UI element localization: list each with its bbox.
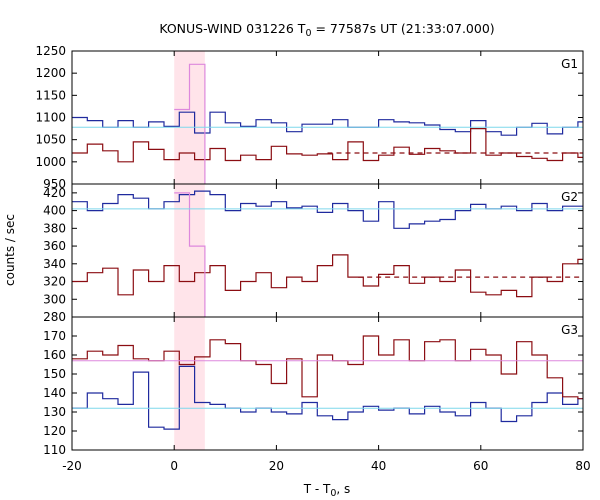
x-tick-labels: -20 0 20 40 60 80 [62,459,590,473]
x-tick-label: 80 [575,459,590,473]
series-red-histogram [72,254,583,298]
panel-g1: 950 1000 1050 1100 1150 1200 1250 G1 [35,44,584,191]
y-tick-label: 340 [43,257,66,271]
panel-label: G3 [561,323,578,337]
series-blue-histogram [72,190,583,229]
chart-title: KONUS-WIND 031226 T0 = 77587s UT (21:33:… [159,21,494,39]
x-tick-label: 0 [170,459,178,473]
y-tick-label: 280 [43,310,66,324]
y-tick-label: 110 [43,443,66,457]
y-tick-label: 950 [43,177,66,191]
y-tick-label: 1000 [35,155,66,169]
x-tick-label: -20 [62,459,82,473]
y-axis-label: counts / sec [3,214,17,286]
series-red-histogram [72,128,583,163]
y-tick-label: 1200 [35,66,66,80]
y-tick-label: 160 [43,348,66,362]
y-tick-label: 380 [43,221,66,235]
y-tick-label: 170 [43,329,66,343]
panel-label: G1 [561,57,578,71]
y-tick-label: 360 [43,239,66,253]
series-red-histogram [72,335,583,400]
panel-frame [71,50,584,185]
series-pink-histogram [174,192,206,317]
y-tick-label: 320 [43,275,66,289]
y-tick-label: 1150 [35,88,66,102]
y-tick-label: 130 [43,405,66,419]
y-tick-label: 120 [43,424,66,438]
panel-g2: 280 300 320 340 360 380 400 420 G2 [43,183,584,324]
series-pink-histogram [174,63,206,184]
series-blue-histogram [72,111,583,136]
y-tick-label: 1100 [35,111,66,125]
y-tick-label: 400 [43,204,66,218]
y-tick-label: 420 [43,186,66,200]
chart-panels: 950 1000 1050 1100 1150 1200 1250 G1 280 300 320 34… [35,44,584,457]
x-axis-label: T - T0, s [303,482,351,499]
y-tick-label: 140 [43,386,66,400]
x-tick-label: 20 [269,459,284,473]
y-tick-label: 300 [43,292,66,306]
y-tick-label: 1050 [35,133,66,147]
x-tick-label: 60 [473,459,488,473]
series-blue-histogram [72,365,583,430]
y-tick-label: 150 [43,367,66,381]
y-tick-label: 1250 [35,44,66,58]
panel-label: G2 [561,190,578,204]
panel-g3: 110 120 130 140 150 160 170 G3 [43,316,584,457]
panel-frame [71,316,584,451]
x-tick-label: 40 [371,459,386,473]
